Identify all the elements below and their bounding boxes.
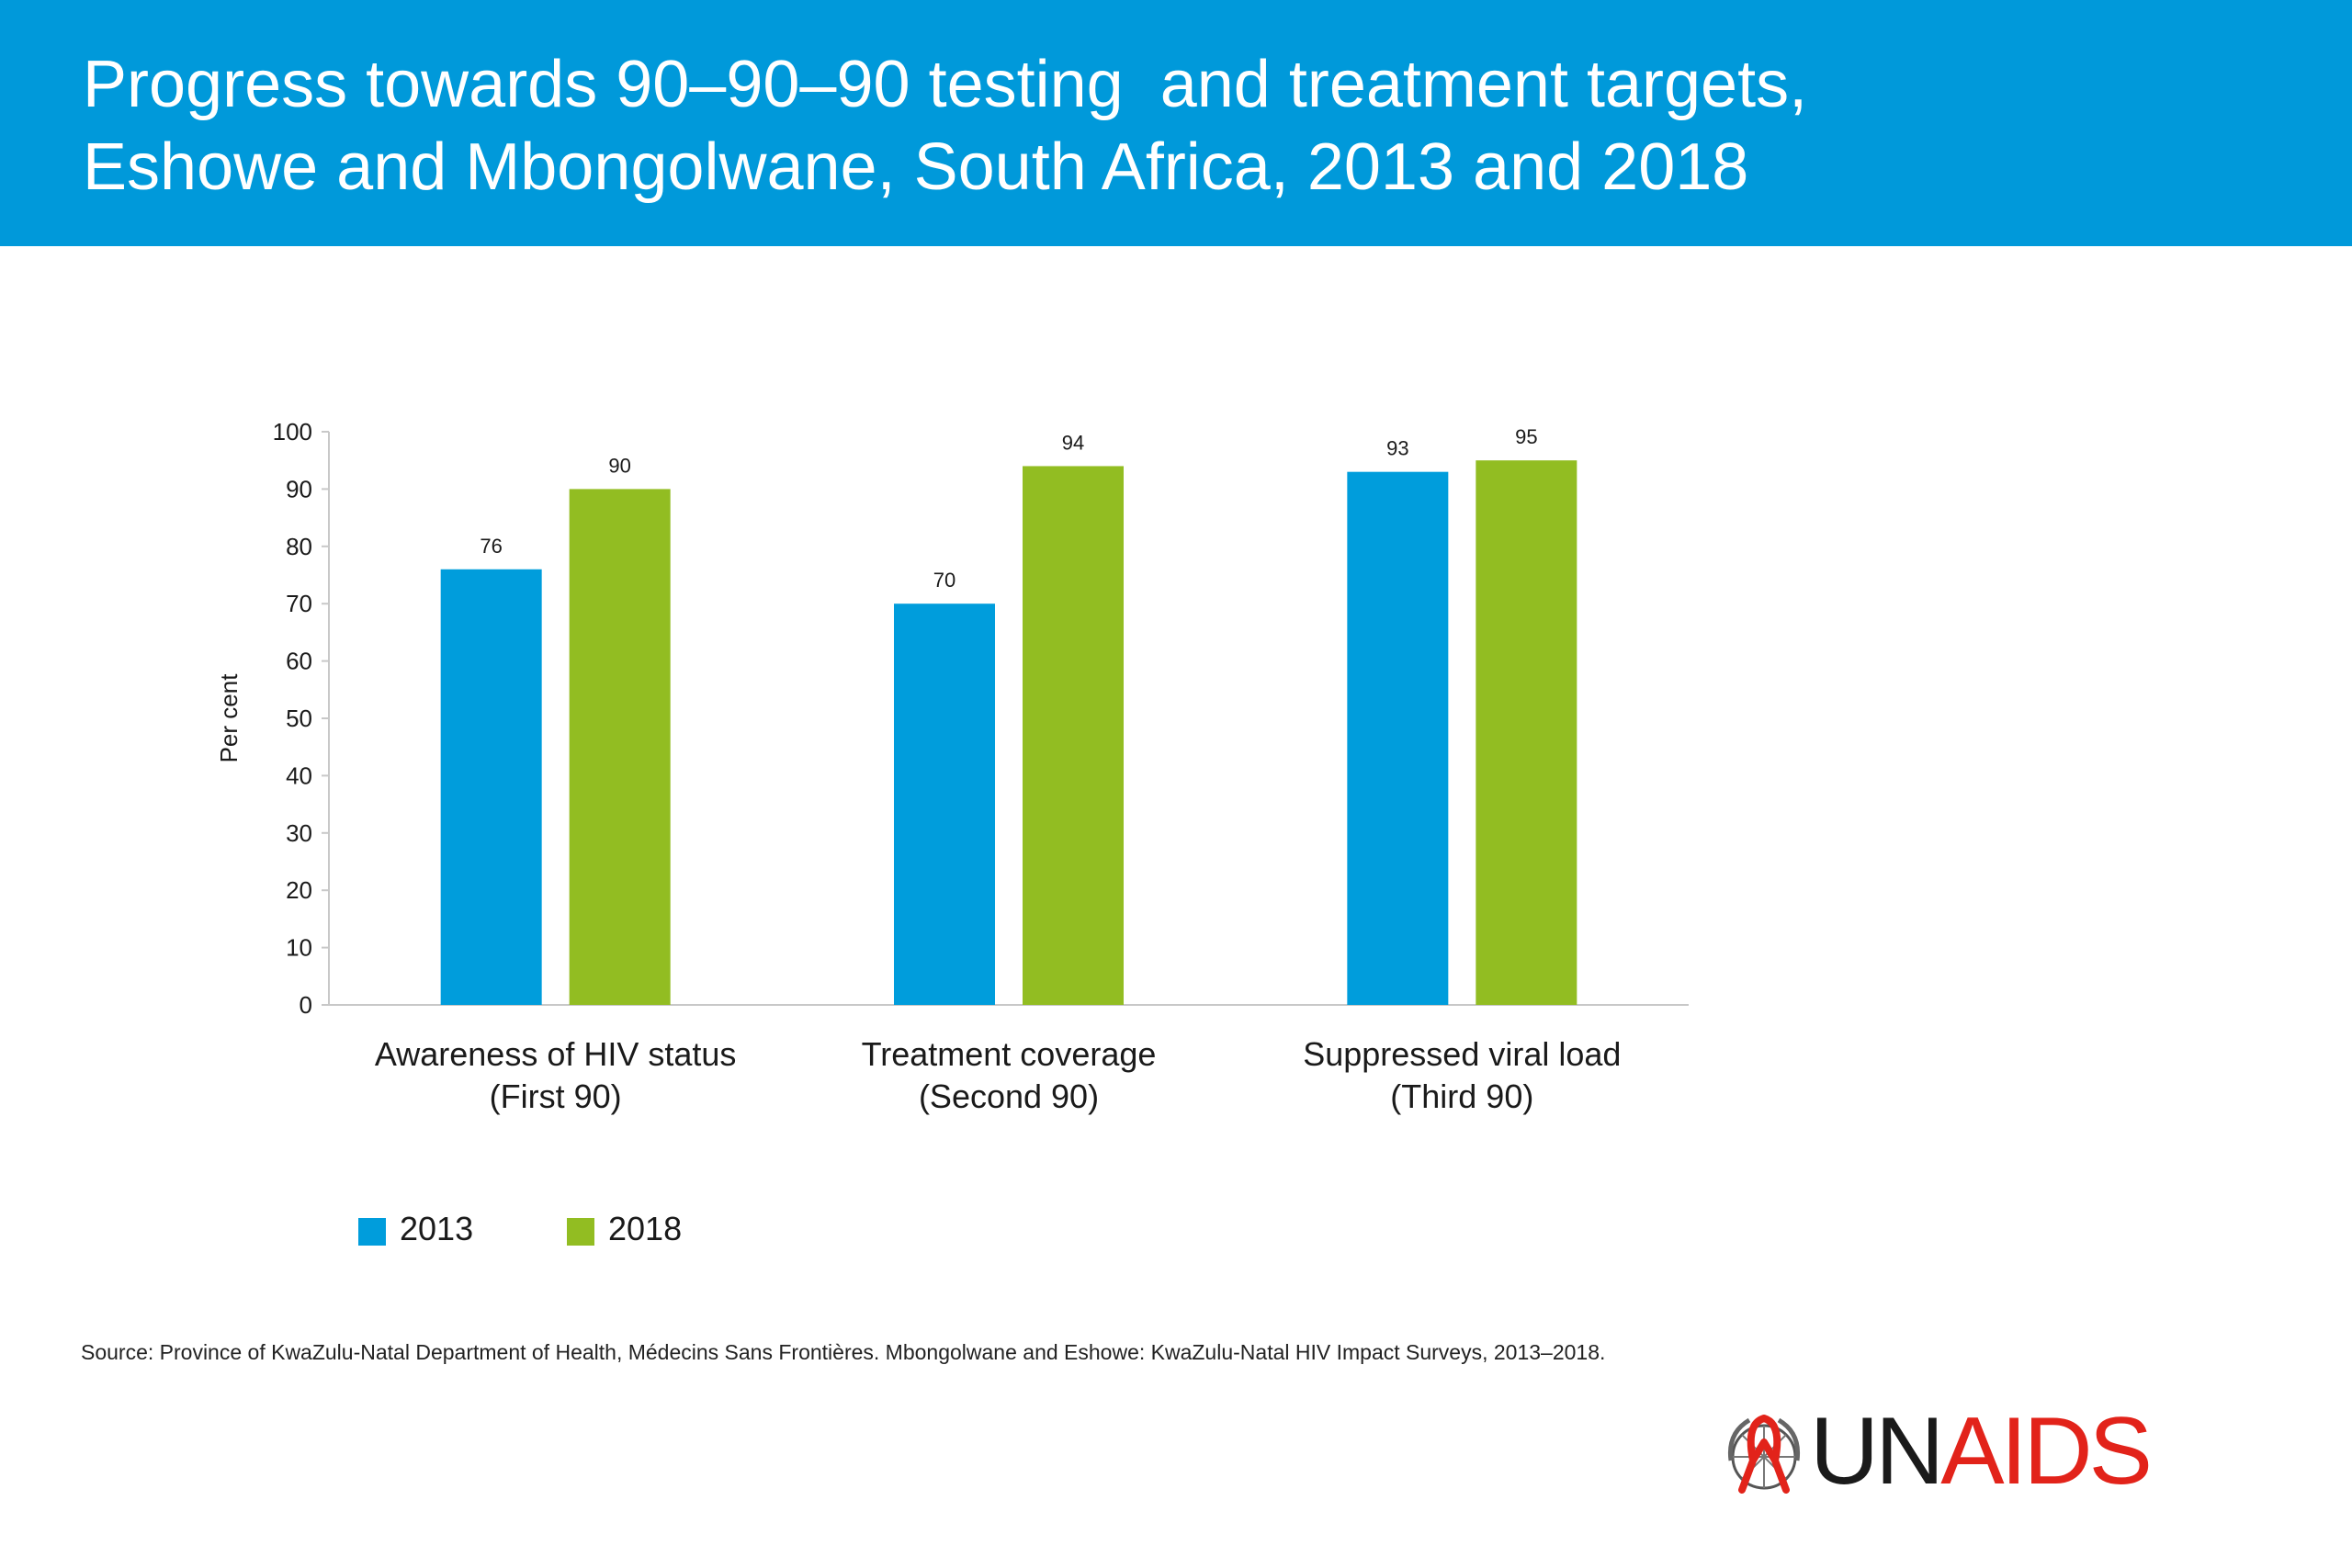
y-tick-label: 10 xyxy=(286,934,312,962)
bar-chart: 0 10 20 30 40 50 60 70 80 90 100 Per cent 76 90 Awaren… xyxy=(215,418,1689,1115)
y-tick-label: 90 xyxy=(286,475,312,502)
header-banner: Progress towards 90–90–90 testing and tr… xyxy=(0,0,2352,246)
bar-2018-1 xyxy=(569,489,671,1005)
data-label-2013-2: 70 xyxy=(933,569,956,592)
data-label-2018-3: 95 xyxy=(1515,425,1537,448)
source-note: Source: Province of KwaZulu-Natal Depart… xyxy=(81,1337,1689,1367)
y-tick-label: 20 xyxy=(286,876,312,904)
bar-2018-3 xyxy=(1476,460,1577,1005)
y-tick-label: 70 xyxy=(286,590,312,617)
x-category-label: (Third 90) xyxy=(1390,1077,1533,1115)
y-tick-label: 40 xyxy=(286,761,312,789)
un-emblem-red-ribbon-icon xyxy=(1727,1415,1801,1494)
logo-text-aids: AIDS xyxy=(1940,1398,2153,1505)
legend-label-2018: 2018 xyxy=(608,1210,683,1247)
legend-label-2013: 2013 xyxy=(400,1210,474,1247)
bar-2013-2 xyxy=(894,604,995,1005)
x-category-label: Awareness of HIV status xyxy=(375,1035,737,1073)
logo-wordmark: UNAIDS xyxy=(1810,1404,2153,1499)
page-title-line-1: Progress towards 90–90–90 testing and tr… xyxy=(83,48,1808,121)
data-label-2013-3: 93 xyxy=(1386,437,1408,460)
x-category-label: (Second 90) xyxy=(919,1077,1099,1115)
x-category-label: Treatment coverage xyxy=(862,1035,1157,1073)
x-category-label: Suppressed viral load xyxy=(1303,1035,1621,1073)
logo-text-un: UN xyxy=(1810,1398,1944,1505)
bar-2013-3 xyxy=(1347,471,1449,1005)
y-tick-label: 80 xyxy=(286,533,312,560)
y-tick-label: 50 xyxy=(286,705,312,732)
bar-2018-2 xyxy=(1023,466,1124,1005)
data-label-2018-1: 90 xyxy=(608,454,630,477)
source-prefix: Source: xyxy=(81,1340,154,1364)
data-label-2018-2: 94 xyxy=(1062,431,1084,454)
legend-swatch-2013 xyxy=(358,1218,386,1246)
y-tick-label: 60 xyxy=(286,648,312,675)
x-category-label: (First 90) xyxy=(490,1077,622,1115)
y-tick-label: 30 xyxy=(286,819,312,847)
unaids-logo: UNAIDS xyxy=(1718,1404,2177,1499)
legend-swatch-2018 xyxy=(567,1218,594,1246)
y-tick-label: 0 xyxy=(300,991,312,1019)
source-text: Province of KwaZulu-Natal Department of … xyxy=(153,1340,1606,1364)
bar-2013-1 xyxy=(440,569,542,1005)
data-label-2013-1: 76 xyxy=(480,535,502,558)
y-tick-label: 100 xyxy=(273,418,312,446)
page-title-line-2: Eshowe and Mbongolwane, South Africa, 20… xyxy=(83,130,1749,204)
y-axis-title: Per cent xyxy=(215,673,243,763)
